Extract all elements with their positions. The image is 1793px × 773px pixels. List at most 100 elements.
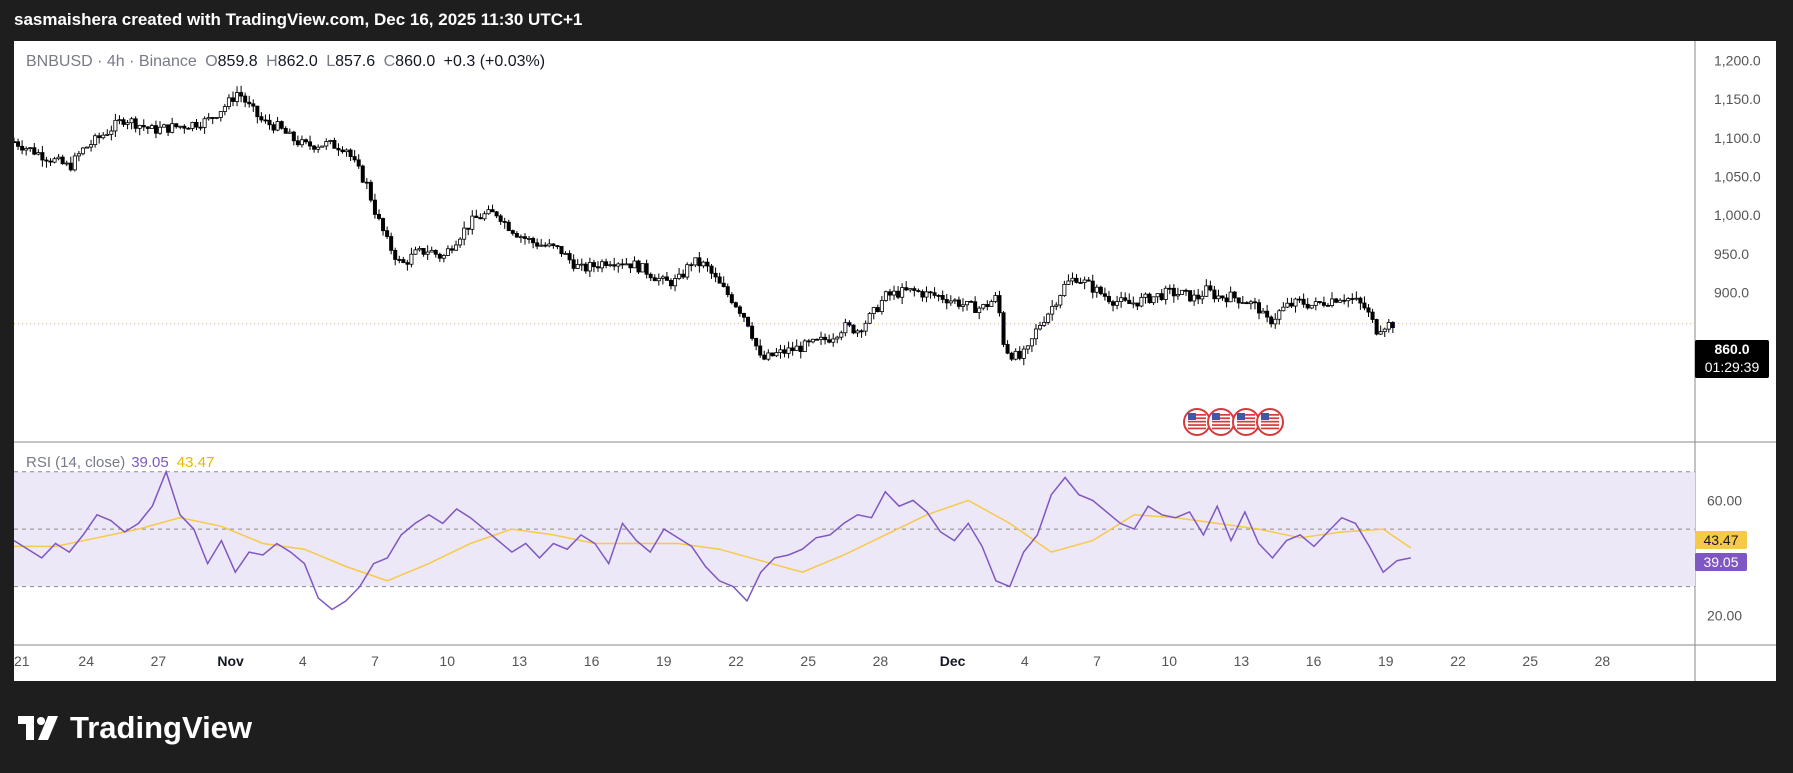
price-candle (145, 126, 150, 135)
time-axis-tick: 25 (800, 653, 816, 669)
rsi-indicator-label[interactable]: RSI (14, close) (26, 454, 126, 471)
candle-body (287, 131, 292, 134)
candle-body (381, 218, 386, 232)
price-candle (56, 154, 61, 161)
flag-stripe (1237, 427, 1255, 430)
price-candle (1342, 294, 1347, 305)
price-candle (445, 245, 450, 257)
price-candle (72, 152, 77, 172)
candle-body (1106, 295, 1111, 303)
price-candle (620, 258, 625, 269)
price-candle (20, 140, 25, 155)
candle-body (1301, 298, 1306, 305)
price-candle (896, 286, 901, 300)
price-candle (344, 148, 349, 157)
candle-body (810, 338, 815, 343)
price-candle (916, 288, 921, 293)
candle-body (993, 295, 998, 302)
price-candle (1366, 304, 1371, 318)
price-candle (397, 255, 402, 264)
candle-body (1131, 302, 1136, 305)
candle-body (449, 248, 454, 251)
candle-body (1362, 302, 1367, 309)
candle-body (1317, 301, 1322, 303)
price-candle (299, 135, 304, 148)
price-candle (746, 316, 751, 328)
price-candle (1127, 293, 1132, 304)
close-label: C (383, 53, 396, 70)
price-candle (1220, 295, 1225, 301)
price-candle (551, 243, 556, 249)
tradingview-brand[interactable]: TradingView (18, 710, 252, 746)
price-candle (1054, 302, 1059, 311)
candle-body (969, 300, 974, 303)
candle-body (583, 263, 588, 272)
price-candle (466, 227, 471, 236)
rsi-value: 39.05 (131, 454, 169, 471)
time-axis-tick: 19 (656, 653, 672, 669)
rsi-legend[interactable]: RSI (14, close) 39.05 43.47 (26, 454, 214, 471)
price-candle (1236, 297, 1241, 309)
chart-panel[interactable]: 800.0900.0950.01,000.01,050.01,100.01,15… (14, 41, 1776, 681)
price-candle (806, 338, 811, 347)
candle-body (673, 278, 678, 287)
price-candle (320, 145, 325, 148)
time-axis-tick: 7 (1093, 653, 1101, 669)
candle-body (644, 263, 649, 275)
symbol-legend[interactable]: BNBUSD · 4h · Binance O859.8 H862.0 L857… (26, 53, 545, 71)
candle-body (1228, 291, 1233, 303)
price-candle (725, 283, 730, 298)
price-axis-tick: 1,100.0 (1714, 130, 1761, 146)
price-candle (348, 148, 353, 161)
candle-body (608, 264, 613, 267)
price-candle (1293, 297, 1298, 313)
price-candle (547, 239, 552, 248)
price-candle (429, 246, 434, 253)
price-candle (1009, 351, 1014, 362)
price-candle (32, 142, 37, 156)
candle-body (518, 236, 523, 239)
candle-body (271, 124, 276, 131)
candle-body (454, 244, 459, 251)
candle-body (656, 277, 661, 282)
price-axis-tick: 1,050.0 (1714, 168, 1761, 184)
candle-body (774, 352, 779, 357)
price-candle (1139, 292, 1144, 308)
flag-canton (1261, 413, 1269, 420)
price-candle (851, 324, 856, 335)
candle-body (1289, 302, 1294, 307)
price-candle (900, 283, 905, 304)
price-candle (1082, 276, 1087, 290)
candle-body (20, 145, 25, 151)
candle-body (166, 124, 171, 133)
candle-body (462, 227, 467, 240)
price-candle (101, 132, 106, 140)
symbol-label[interactable]: BNBUSD · 4h · Binance (26, 53, 197, 70)
candle-body (741, 313, 746, 318)
candle-body (522, 236, 527, 239)
flag-stripe (1188, 424, 1206, 426)
candle-body (543, 244, 548, 247)
candle-body (1086, 279, 1091, 282)
price-candle (965, 300, 970, 311)
candle-body (1269, 316, 1274, 325)
candle-body (1358, 297, 1363, 304)
price-candle (52, 156, 57, 164)
price-candle (1078, 277, 1083, 284)
time-axis-tick: 13 (1234, 653, 1250, 669)
candle-body (539, 244, 544, 247)
flag-stripe (1237, 420, 1255, 423)
price-candle (1269, 315, 1274, 328)
price-candle (413, 246, 418, 255)
candle-body (1021, 348, 1026, 359)
price-candle (1252, 297, 1257, 310)
price-candle (1033, 323, 1038, 346)
flag-stripe (1261, 424, 1279, 426)
candle-body (1313, 301, 1318, 306)
price-candle (960, 298, 965, 312)
low-value: 857.6 (335, 53, 376, 70)
chart-canvas[interactable]: 800.0900.0950.01,000.01,050.01,100.01,15… (14, 41, 1776, 681)
candle-body (1252, 301, 1257, 304)
candle-body (677, 273, 682, 279)
rsi-axis-tick: 20.00 (1707, 607, 1742, 623)
